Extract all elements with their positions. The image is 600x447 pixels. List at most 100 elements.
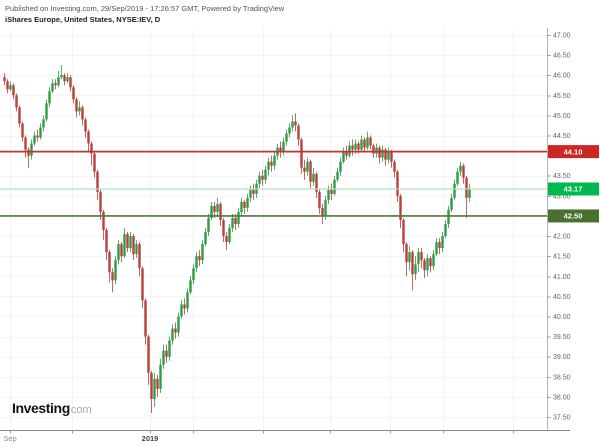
candle-body xyxy=(24,137,27,150)
candle-body xyxy=(48,91,51,104)
candle-body xyxy=(462,165,465,178)
candle-body xyxy=(111,272,114,281)
price-badge-rect xyxy=(548,182,599,196)
price-tick-label: 45.50 xyxy=(553,93,571,100)
grid-layer xyxy=(0,28,547,430)
candle-body xyxy=(15,95,18,108)
price-tick-label: 44.50 xyxy=(553,133,571,140)
candle-body xyxy=(159,364,162,389)
candle-body xyxy=(141,268,144,301)
candle-body xyxy=(309,161,312,182)
candle-body xyxy=(207,217,210,233)
candle-body xyxy=(54,83,57,86)
candle-body xyxy=(237,211,240,224)
candle-body xyxy=(198,256,201,261)
candle-body xyxy=(228,228,231,243)
candle-body xyxy=(450,197,453,210)
candle-body xyxy=(432,254,435,267)
candle-body xyxy=(468,189,471,198)
candle-body xyxy=(297,125,300,140)
candle-body xyxy=(123,234,126,257)
price-badge-43.17: 43.17 xyxy=(548,182,599,196)
candle-body xyxy=(453,183,456,198)
candle-body xyxy=(90,143,93,154)
candle-body xyxy=(441,236,444,249)
time-axis[interactable]: Sep 2019 xyxy=(0,430,570,443)
price-tick-label: 46.00 xyxy=(553,73,571,80)
candle-body xyxy=(216,203,219,212)
price-badge-rect xyxy=(548,145,599,159)
candle-body xyxy=(459,165,462,172)
price-tick-label: 41.50 xyxy=(553,254,571,261)
candle-body xyxy=(267,161,270,170)
candle-body xyxy=(465,177,468,198)
candlestick-series xyxy=(3,65,471,413)
candle-body xyxy=(366,137,369,148)
candle-body xyxy=(27,149,30,156)
candle-body xyxy=(231,217,234,229)
candle-body xyxy=(312,173,315,182)
candle-body xyxy=(381,149,384,158)
candle-body xyxy=(108,252,111,273)
candle-body xyxy=(135,244,138,255)
candle-body xyxy=(396,171,399,196)
candle-body xyxy=(411,252,414,275)
candle-body xyxy=(180,304,183,317)
candle-body xyxy=(354,143,357,150)
price-tick-label: 45.00 xyxy=(553,113,571,120)
candle-body xyxy=(114,260,117,281)
price-badge-label: 42.50 xyxy=(564,212,583,221)
candle-body xyxy=(177,316,180,333)
candle-body xyxy=(36,135,39,138)
candle-body xyxy=(75,99,78,112)
candle-body xyxy=(69,77,72,88)
candle-body xyxy=(183,304,186,309)
price-tick-label: 39.50 xyxy=(553,334,571,341)
candle-body xyxy=(288,127,291,134)
candle-body xyxy=(201,244,204,261)
candle-body xyxy=(336,171,339,180)
candle-body xyxy=(264,169,267,180)
price-badge-44.10: 44.10 xyxy=(548,145,599,159)
candle-body xyxy=(387,151,390,160)
candle-body xyxy=(348,145,351,156)
price-tick-label: 39.00 xyxy=(553,354,571,361)
candle-body xyxy=(117,244,120,261)
candle-body xyxy=(306,161,309,172)
candle-body xyxy=(147,336,150,373)
candle-body xyxy=(399,195,402,220)
candle-body xyxy=(66,77,69,82)
candle-body xyxy=(150,372,153,399)
candle-body xyxy=(423,260,426,271)
candle-body xyxy=(294,121,297,126)
symbol-title-line: iShares Europe, United States, NYSE:IEV,… xyxy=(5,15,161,24)
candle-body xyxy=(51,83,54,92)
candle-body xyxy=(315,173,318,192)
candle-body xyxy=(261,175,264,180)
candle-body xyxy=(234,217,237,224)
candle-body xyxy=(81,107,84,120)
candle-body xyxy=(126,234,129,249)
candle-body xyxy=(282,141,285,152)
candle-body xyxy=(12,85,15,96)
candle-body xyxy=(144,300,147,337)
candle-body xyxy=(429,258,432,267)
price-axis[interactable]: 47.0046.5046.0045.5045.0044.5044.0043.50… xyxy=(547,28,571,430)
candle-body xyxy=(351,145,354,150)
candle-body xyxy=(339,161,342,172)
price-badge-label: 43.17 xyxy=(564,185,583,194)
candle-body xyxy=(45,103,48,120)
candle-body xyxy=(18,107,21,124)
candle-body xyxy=(72,87,75,100)
price-tick-label: 43.00 xyxy=(553,193,571,200)
candle-body xyxy=(162,350,165,365)
price-tick-label: 37.50 xyxy=(553,415,571,422)
investing-logo-text: Investing xyxy=(12,400,70,416)
candle-body xyxy=(165,350,168,357)
chart-header: Published on Investing.com, 29/Sep/2019 … xyxy=(5,3,284,25)
candle-body xyxy=(417,252,420,265)
candle-body xyxy=(408,252,411,263)
candle-body xyxy=(438,242,441,249)
